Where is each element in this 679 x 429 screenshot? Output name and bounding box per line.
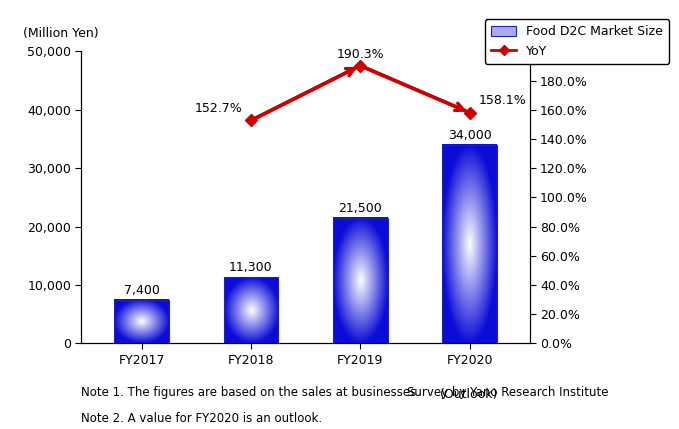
Text: (Million Yen): (Million Yen) (23, 27, 99, 40)
Text: Note 2. A value for FY2020 is an outlook.: Note 2. A value for FY2020 is an outlook… (81, 412, 323, 425)
Text: Note 1. The figures are based on the sales at businesses.: Note 1. The figures are based on the sal… (81, 386, 420, 399)
Legend: Food D2C Market Size, YoY: Food D2C Market Size, YoY (485, 19, 669, 64)
Text: 34,000: 34,000 (447, 129, 492, 142)
Text: Survey by Yano Research Institute: Survey by Yano Research Institute (407, 386, 609, 399)
Text: 158.1%: 158.1% (478, 94, 526, 108)
Text: 152.7%: 152.7% (194, 103, 242, 115)
Text: 7,400: 7,400 (124, 284, 160, 297)
Bar (223, 277, 278, 343)
Bar (114, 300, 169, 343)
Text: 190.3%: 190.3% (336, 48, 384, 60)
Bar (442, 145, 497, 343)
Text: 21,500: 21,500 (338, 202, 382, 215)
Bar (333, 218, 388, 343)
Text: 11,300: 11,300 (229, 261, 273, 275)
Text: (Outlook): (Outlook) (440, 388, 498, 401)
